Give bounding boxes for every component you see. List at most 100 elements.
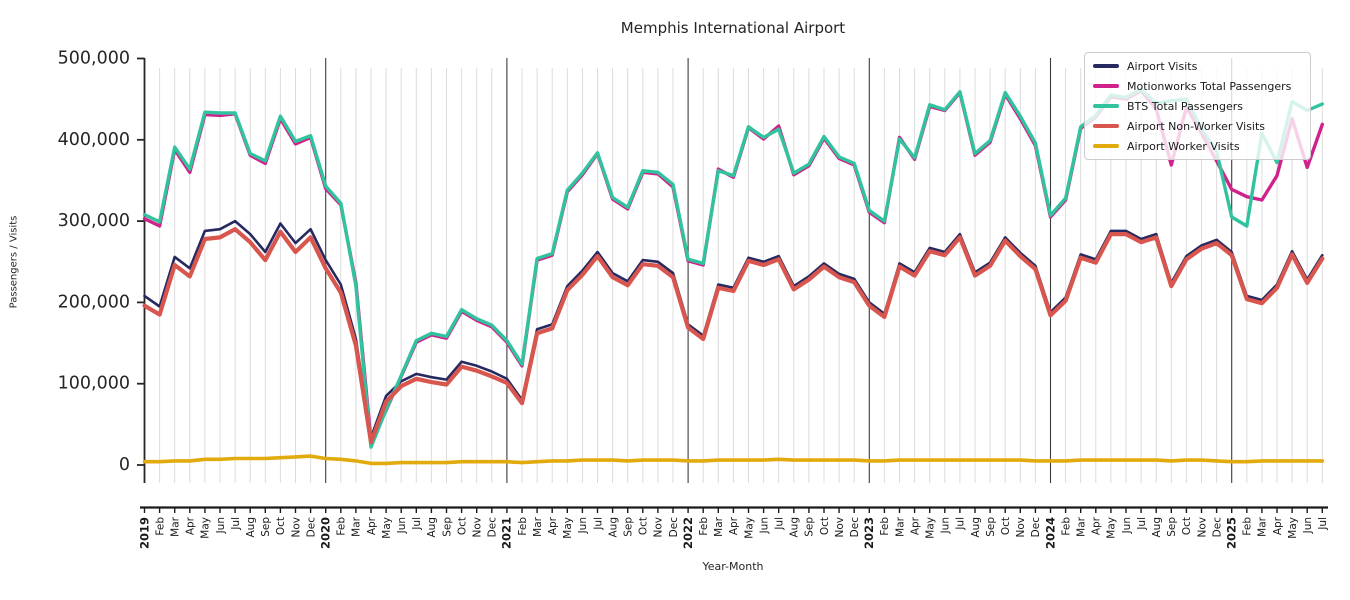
y-tick-label: 100,000 (58, 374, 130, 394)
x-tick-label-year: 2024 (1043, 517, 1057, 549)
x-tick-label-month: Jun (1302, 517, 1314, 534)
x-tick-label-month: Sep (804, 517, 816, 537)
x-tick-label-month: Oct (456, 517, 468, 535)
series-line-airport-worker-visits (142, 454, 1325, 466)
legend-label: Airport Non-Worker Visits (1127, 119, 1266, 133)
x-tick-label-month: Sep (985, 517, 997, 537)
x-tick-label-month: Feb (1242, 517, 1254, 536)
legend-item-airport-worker-visits: Airport Worker Visits (1093, 140, 1302, 153)
x-tick-label-month: Jul (230, 517, 242, 531)
y-tick-label: 400,000 (58, 130, 130, 150)
x-tick-label-month: Jun (396, 517, 408, 534)
legend: Airport Visits Motionworks Total Passeng… (1084, 52, 1311, 160)
y-tick-label: 200,000 (58, 292, 130, 312)
x-tick-label-month: Mar (351, 516, 363, 536)
x-tick-label-month: Jul (955, 517, 967, 531)
x-tick-label-month: Mar (894, 516, 906, 536)
x-tick-label-month: Nov (1196, 517, 1208, 538)
x-tick-label-month: Jun (215, 517, 227, 534)
legend-item-motionworks-total-passengers: Motionworks Total Passengers (1093, 80, 1302, 93)
x-tick-label-month: Aug (426, 517, 438, 538)
x-tick-label-month: Sep (623, 517, 635, 537)
x-tick-label-month: Feb (517, 517, 529, 536)
legend-label: Motionworks Total Passengers (1127, 79, 1292, 93)
x-tick-label-month: May (743, 517, 755, 539)
x-tick-label-month: Dec (305, 517, 317, 538)
x-tick-label-year: 2023 (862, 517, 876, 549)
legend-item-airport-visits: Airport Visits (1093, 60, 1302, 73)
x-tick-label-month: Aug (1151, 517, 1163, 538)
x-tick-label-month: Oct (638, 517, 650, 535)
legend-swatch-worker (1093, 144, 1119, 148)
y-tick-label: 300,000 (58, 211, 130, 231)
x-tick-label-month: Aug (789, 517, 801, 538)
x-tick-label-month: May (562, 517, 574, 539)
x-tick-label-month: Apr (185, 516, 197, 535)
x-tick-label-month: Nov (834, 517, 846, 538)
x-tick-label-month: Mar (1257, 516, 1269, 536)
x-tick-label-month: Jul (1317, 517, 1329, 531)
x-tick-label-month: Aug (607, 517, 619, 538)
x-tick-label-month: Jul (1136, 517, 1148, 531)
legend-item-bts-total-passengers: BTS Total Passengers (1093, 100, 1302, 113)
x-tick-label-month: May (1106, 517, 1118, 539)
x-tick-label-month: May (381, 517, 393, 539)
x-tick-label-month: Apr (1272, 516, 1284, 535)
x-tick-label-month: Oct (1000, 517, 1012, 535)
x-tick-label-month: Sep (441, 517, 453, 537)
legend-label: Airport Worker Visits (1127, 139, 1240, 153)
legend-swatch-non-worker (1093, 124, 1119, 128)
x-tick-label-month: Mar (170, 516, 182, 536)
x-tick-label-month: Apr (909, 516, 921, 535)
x-tick-label-month: Jun (758, 517, 770, 534)
x-tick-label-month: Nov (472, 517, 484, 538)
x-tick-label-year: 2025 (1225, 517, 1239, 549)
x-tick-label-month: Nov (653, 517, 665, 538)
x-tick-label-month: Nov (290, 517, 302, 538)
x-tick-label-month: Oct (1181, 517, 1193, 535)
x-tick-label-month: Dec (1211, 517, 1223, 538)
x-tick-label-month: Nov (1015, 517, 1027, 538)
legend-swatch-airport-visits (1093, 64, 1119, 68)
x-tick-label-month: Jul (411, 517, 423, 531)
x-tick-label-month: Dec (668, 517, 680, 538)
x-tick-label-month: Feb (1060, 517, 1072, 536)
x-tick-label-month: Apr (728, 516, 740, 535)
y-tick-label: 500,000 (58, 49, 130, 69)
x-tick-label-month: Oct (275, 517, 287, 535)
legend-swatch-motionworks (1093, 84, 1119, 88)
x-tick-label-month: Dec (1030, 517, 1042, 538)
x-tick-label-month: Jul (592, 517, 604, 531)
x-tick-label-month: Jul (774, 517, 786, 531)
x-tick-label-month: May (1287, 517, 1299, 539)
y-tick-label: 0 (119, 455, 130, 475)
legend-item-airport-non-worker-visits: Airport Non-Worker Visits (1093, 120, 1302, 133)
x-tick-label-month: Aug (245, 517, 257, 538)
x-tick-label-month: Apr (547, 516, 559, 535)
x-tick-label-month: Mar (532, 516, 544, 536)
x-tick-label-year: 2020 (319, 517, 333, 549)
x-tick-label-month: Jun (577, 517, 589, 534)
x-tick-label-month: Oct (819, 517, 831, 535)
x-tick-label-month: Sep (260, 517, 272, 537)
x-tick-label-month: Feb (336, 517, 348, 536)
x-tick-label-month: Aug (970, 517, 982, 538)
legend-swatch-bts (1093, 104, 1119, 108)
x-tick-label-month: Apr (1091, 516, 1103, 535)
x-tick-label-month: May (200, 517, 212, 539)
legend-label: BTS Total Passengers (1127, 99, 1244, 113)
x-tick-label-month: Dec (849, 517, 861, 538)
series-line-airport-non-worker-visits (142, 227, 1325, 445)
x-tick-label-year: 2021 (500, 517, 514, 549)
chart-title: Memphis International Airport (620, 19, 846, 37)
x-tick-label-month: Feb (154, 517, 166, 536)
legend-label: Airport Visits (1127, 59, 1198, 73)
x-tick-label-year: 2022 (681, 517, 695, 549)
x-tick-label-month: Feb (879, 517, 891, 536)
x-tick-label-month: Dec (487, 517, 499, 538)
x-tick-label-month: Jun (1121, 517, 1133, 534)
x-tick-label-month: Mar (1076, 516, 1088, 536)
x-tick-label-month: Mar (713, 516, 725, 536)
